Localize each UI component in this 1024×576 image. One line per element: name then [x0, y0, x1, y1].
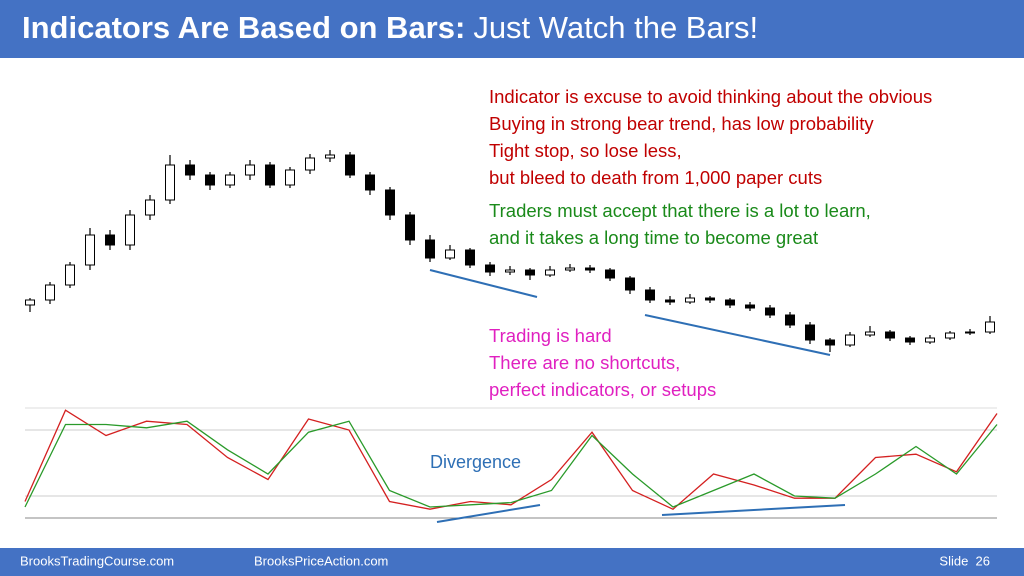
candle-body [545, 269, 555, 276]
candle-body [305, 157, 315, 171]
candle-body [885, 331, 895, 339]
note-line: perfect indicators, or setups [489, 379, 716, 400]
candle-body [585, 267, 595, 271]
candle-body [445, 249, 455, 259]
note-line: but bleed to death from 1,000 paper cuts [489, 167, 822, 188]
note-line: Buying in strong bear trend, has low pro… [489, 113, 874, 134]
slide-number: Slide 26 [939, 553, 990, 568]
title-rest: Just Watch the Bars! [473, 10, 758, 45]
trend-line [661, 504, 846, 516]
candle-body [25, 299, 35, 306]
candle-body [725, 299, 735, 306]
candle-body [405, 214, 415, 241]
candle-body [85, 234, 95, 266]
candle-body [345, 154, 355, 176]
candle-body [705, 297, 715, 301]
candle-body [485, 264, 495, 273]
title-bold: Indicators Are Based on Bars: [22, 10, 465, 45]
candle-body [605, 269, 615, 279]
candle-body [965, 331, 975, 334]
trend-line [429, 269, 538, 298]
candle-body [385, 189, 395, 216]
candle-body [325, 154, 335, 159]
candle-body [105, 234, 115, 246]
candle-body [985, 321, 995, 333]
candle-body [925, 337, 935, 343]
candle-body [245, 164, 255, 176]
candle-body [225, 174, 235, 186]
candle-body [945, 332, 955, 339]
candle-body [645, 289, 655, 301]
candle-body [505, 269, 515, 273]
candle-body [65, 264, 75, 286]
candle-body [205, 174, 215, 186]
trend-line [436, 504, 541, 523]
trend-line [644, 314, 831, 356]
candle-body [665, 299, 675, 303]
candle-body [365, 174, 375, 191]
candle-body [625, 277, 635, 291]
footer-left: BrooksTradingCourse.com [20, 553, 174, 568]
candle-body [45, 284, 55, 301]
note-line: Indicator is excuse to avoid thinking ab… [489, 86, 932, 107]
note-line: Trading is hard [489, 325, 612, 346]
candle-body [525, 269, 535, 276]
candle-body [785, 314, 795, 326]
note-line: There are no shortcuts, [489, 352, 680, 373]
divergence-label: Divergence [430, 452, 521, 472]
candle-body [465, 249, 475, 266]
candle-body [805, 324, 815, 341]
candle-body [745, 304, 755, 309]
candle-body [565, 267, 575, 271]
candle-body [185, 164, 195, 176]
note-line: Tight stop, so lose less, [489, 140, 682, 161]
candle-body [145, 199, 155, 216]
note-line: and it takes a long time to become great [489, 227, 818, 248]
candle-body [285, 169, 295, 186]
slide-title: Indicators Are Based on Bars: Just Watch … [22, 10, 758, 45]
candle-body [165, 164, 175, 201]
footer-bar [0, 548, 1024, 576]
candle-body [125, 214, 135, 246]
title-bar [0, 0, 1024, 58]
candle-body [865, 331, 875, 336]
candle-body [765, 307, 775, 316]
candle-body [905, 337, 915, 343]
divergence-lines [429, 269, 846, 523]
note-line: Traders must accept that there is a lot … [489, 200, 871, 221]
candle-body [825, 339, 835, 346]
candle-body [265, 164, 275, 186]
candle-body [685, 297, 695, 303]
oscillator-line [24, 420, 998, 508]
candle-body [425, 239, 435, 259]
candle-body [845, 334, 855, 346]
footer-middle: BrooksPriceAction.com [254, 553, 388, 568]
